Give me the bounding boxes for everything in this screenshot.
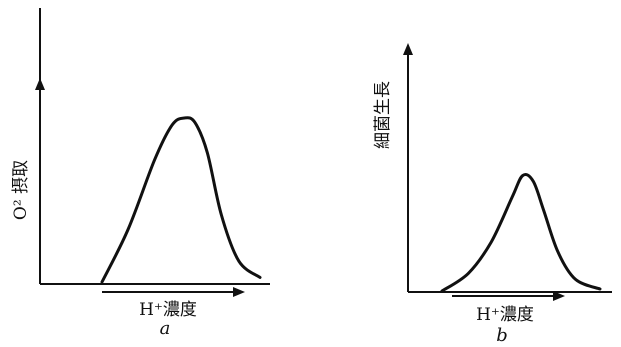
series-line-b — [440, 173, 602, 293]
xlabel-b: H⁺濃度 — [476, 305, 534, 325]
ylabel-a: O² 摂取 — [11, 160, 31, 220]
panel-label-b: b — [496, 325, 508, 346]
xlabel-a: H⁺濃度 — [139, 300, 197, 320]
y-axis-arrow-a — [35, 78, 45, 90]
panel-a: O² 摂取 H⁺濃度 a — [11, 8, 270, 339]
series-line-a — [100, 116, 262, 284]
x-axis-arrow-a — [233, 287, 245, 297]
ylabel-b: 細菌生長 — [373, 81, 393, 149]
y-axis-arrow-b — [403, 43, 413, 55]
panel-b: 細菌生長 H⁺濃度 b — [373, 43, 612, 346]
panel-label-a: a — [160, 318, 171, 339]
x-axis-arrow-b — [553, 291, 565, 301]
